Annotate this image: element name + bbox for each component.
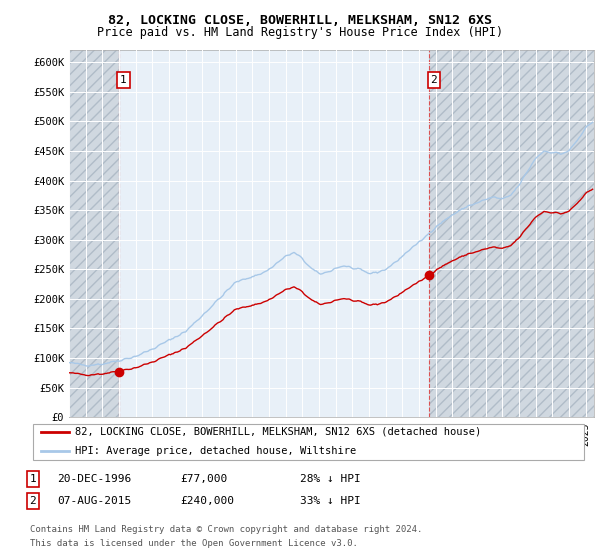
- Text: This data is licensed under the Open Government Licence v3.0.: This data is licensed under the Open Gov…: [30, 539, 358, 548]
- Text: 82, LOCKING CLOSE, BOWERHILL, MELKSHAM, SN12 6XS (detached house): 82, LOCKING CLOSE, BOWERHILL, MELKSHAM, …: [74, 427, 481, 437]
- Text: 1: 1: [120, 74, 127, 85]
- Text: 28% ↓ HPI: 28% ↓ HPI: [300, 474, 361, 484]
- Bar: [69, 50, 119, 417]
- Text: £77,000: £77,000: [180, 474, 227, 484]
- Text: 07-AUG-2015: 07-AUG-2015: [57, 496, 131, 506]
- Text: 2: 2: [430, 74, 437, 85]
- Text: 1: 1: [29, 474, 37, 484]
- Text: 2: 2: [29, 496, 37, 506]
- Text: 20-DEC-1996: 20-DEC-1996: [57, 474, 131, 484]
- Text: Price paid vs. HM Land Registry's House Price Index (HPI): Price paid vs. HM Land Registry's House …: [97, 26, 503, 39]
- Text: £240,000: £240,000: [180, 496, 234, 506]
- FancyBboxPatch shape: [33, 424, 584, 460]
- Text: 82, LOCKING CLOSE, BOWERHILL, MELKSHAM, SN12 6XS: 82, LOCKING CLOSE, BOWERHILL, MELKSHAM, …: [108, 14, 492, 27]
- Text: Contains HM Land Registry data © Crown copyright and database right 2024.: Contains HM Land Registry data © Crown c…: [30, 525, 422, 534]
- Bar: [69, 50, 119, 417]
- Bar: [428, 50, 594, 417]
- Text: HPI: Average price, detached house, Wiltshire: HPI: Average price, detached house, Wilt…: [74, 446, 356, 456]
- Text: 33% ↓ HPI: 33% ↓ HPI: [300, 496, 361, 506]
- Bar: [428, 50, 594, 417]
